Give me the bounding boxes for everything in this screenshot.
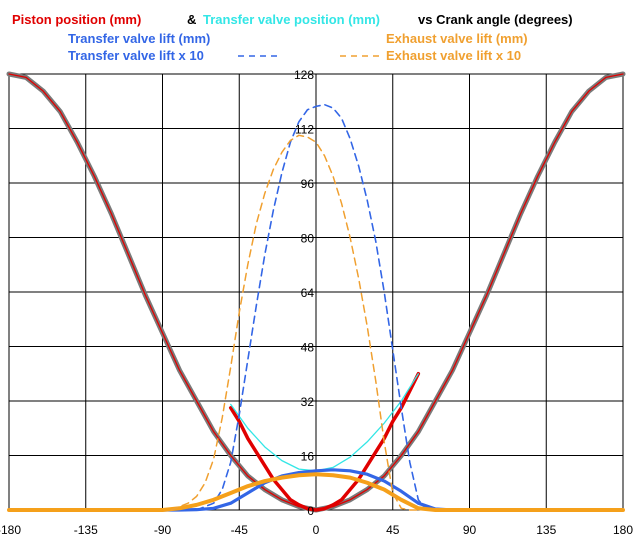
x-tick-label: 0 — [313, 523, 320, 537]
x-tick-label: -45 — [231, 523, 249, 537]
series-line-transfer-lift-x10 — [195, 103, 428, 511]
y-tick-label: 16 — [301, 450, 315, 464]
legend-label-transfer-lift: Transfer valve lift (mm) — [68, 31, 210, 46]
y-tick-label: 80 — [301, 232, 315, 246]
x-tick-label: -135 — [74, 523, 98, 537]
y-tick-label: 0 — [307, 504, 314, 518]
x-tick-label: -90 — [154, 523, 172, 537]
legend-label-transfer-lift-x10: Transfer valve lift x 10 — [68, 48, 204, 63]
x-tick-label: 45 — [386, 523, 400, 537]
series-line-exhaust-lift-x10 — [170, 134, 420, 511]
y-tick-label: 32 — [301, 395, 315, 409]
y-tick-label: 96 — [301, 177, 315, 191]
series-line-piston-red-thick — [228, 372, 421, 512]
x-tick-label: -180 — [0, 523, 21, 537]
legend-label-exhaust-lift: Exhaust valve lift (mm) — [386, 31, 528, 46]
chart-title-part: & — [187, 12, 196, 27]
chart-title-part: Transfer valve position (mm) — [203, 12, 380, 27]
y-tick-labels: 0 16 32 48 64 80 96 112 128 — [294, 68, 314, 518]
x-tick-labels: -180 -135 -90 -45 0 45 90 135 180 — [0, 523, 633, 537]
y-tick-label: 64 — [301, 286, 315, 300]
chart-title-part: Piston position (mm) — [12, 12, 141, 27]
series-line-exhaust-lift — [7, 472, 625, 512]
y-tick-label: 128 — [294, 68, 314, 82]
series-line-transfer-lift — [160, 468, 472, 512]
x-tick-label: 135 — [536, 523, 556, 537]
x-tick-label: 180 — [613, 523, 633, 537]
chart-title-part: vs Crank angle (degrees) — [418, 12, 573, 27]
y-tick-label: 48 — [301, 341, 315, 355]
plot-area — [6, 71, 626, 513]
y-tick-label: 112 — [295, 123, 314, 137]
grid — [8, 73, 624, 511]
legend-label-exhaust-lift-x10: Exhaust valve lift x 10 — [386, 48, 521, 63]
x-tick-label: 90 — [463, 523, 477, 537]
